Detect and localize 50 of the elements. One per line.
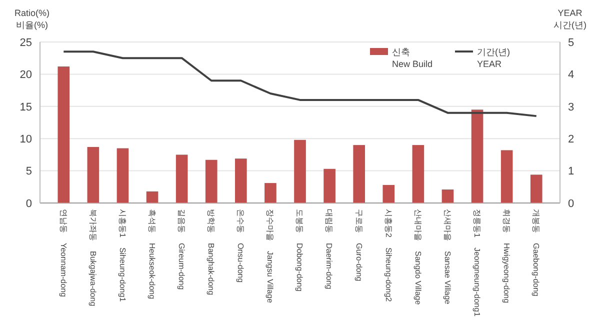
category-label: 휘경동 Hwigyeong-dong [502, 209, 512, 304]
category-label: 구로동 Guro-dong [354, 209, 364, 282]
category-label: 시흥동1 Siheung-dong1 [118, 209, 127, 302]
y2-tick-label: 2 [568, 133, 574, 146]
y-axis-title: Ratio(%) 비율(%) [14, 8, 50, 30]
y-tick-label: 20 [20, 69, 32, 82]
y2-tick-label: 4 [568, 69, 574, 82]
category-label: 시흥동2 Siheung-dong2 [384, 209, 393, 302]
category-label: 방학동 Banghak-dong [206, 209, 216, 296]
bar [235, 158, 247, 203]
y2-tick-label: 0 [568, 198, 574, 210]
y2-tick-label: 1 [568, 166, 574, 178]
bar [87, 146, 100, 203]
y-tick-label: 15 [20, 101, 32, 114]
y-tick-label: 5 [26, 166, 32, 178]
category-label: 산새마을 Sansae Village [442, 209, 452, 304]
category-label: 도봉동 Dobong-dong [295, 209, 304, 292]
category-label: 길음동 Gireum-dong [177, 209, 186, 290]
bar [530, 174, 542, 203]
y2-tick-label: 5 [568, 36, 574, 49]
y-tick-label: 10 [20, 133, 32, 146]
y-tick-label: 25 [20, 36, 32, 49]
category-label: 북가좌동 Bukgajwa-dong [88, 209, 98, 306]
bar [205, 160, 218, 203]
bar [264, 183, 276, 203]
category-label: 연남동 Yeonnam-dong [58, 209, 68, 297]
bar [353, 145, 365, 203]
bar [500, 150, 513, 203]
bar [176, 154, 188, 203]
category-label: 장수마을 Jangsu Village [266, 209, 275, 303]
category-label: 흑석동 Heukseok-dong [147, 209, 156, 300]
bar [294, 140, 306, 203]
category-label: 온수동 Onsu-dong [236, 209, 246, 283]
bar [471, 110, 484, 203]
category-label: 대림동 Daerim-dong [324, 209, 334, 290]
bar [146, 191, 158, 203]
bar [382, 184, 395, 203]
category-label: 산내마을 Sangdo Village [413, 209, 422, 305]
bar [324, 168, 336, 203]
bar [412, 145, 424, 203]
y2-axis-title: YEAR 시간(년) [554, 8, 586, 30]
bar [442, 189, 454, 203]
y2-tick-label: 3 [568, 101, 574, 114]
category-label: 개봉동 Gaebong-dong [532, 209, 541, 296]
y-tick-label: 0 [26, 198, 32, 210]
bar [58, 66, 70, 203]
legend-label: 기간(년) YEAR [477, 47, 510, 69]
legend-label: 신축 New Build [392, 47, 433, 69]
category-label: 정릉동1 Jeongneung-dong1 [472, 209, 482, 316]
bar [116, 148, 129, 203]
